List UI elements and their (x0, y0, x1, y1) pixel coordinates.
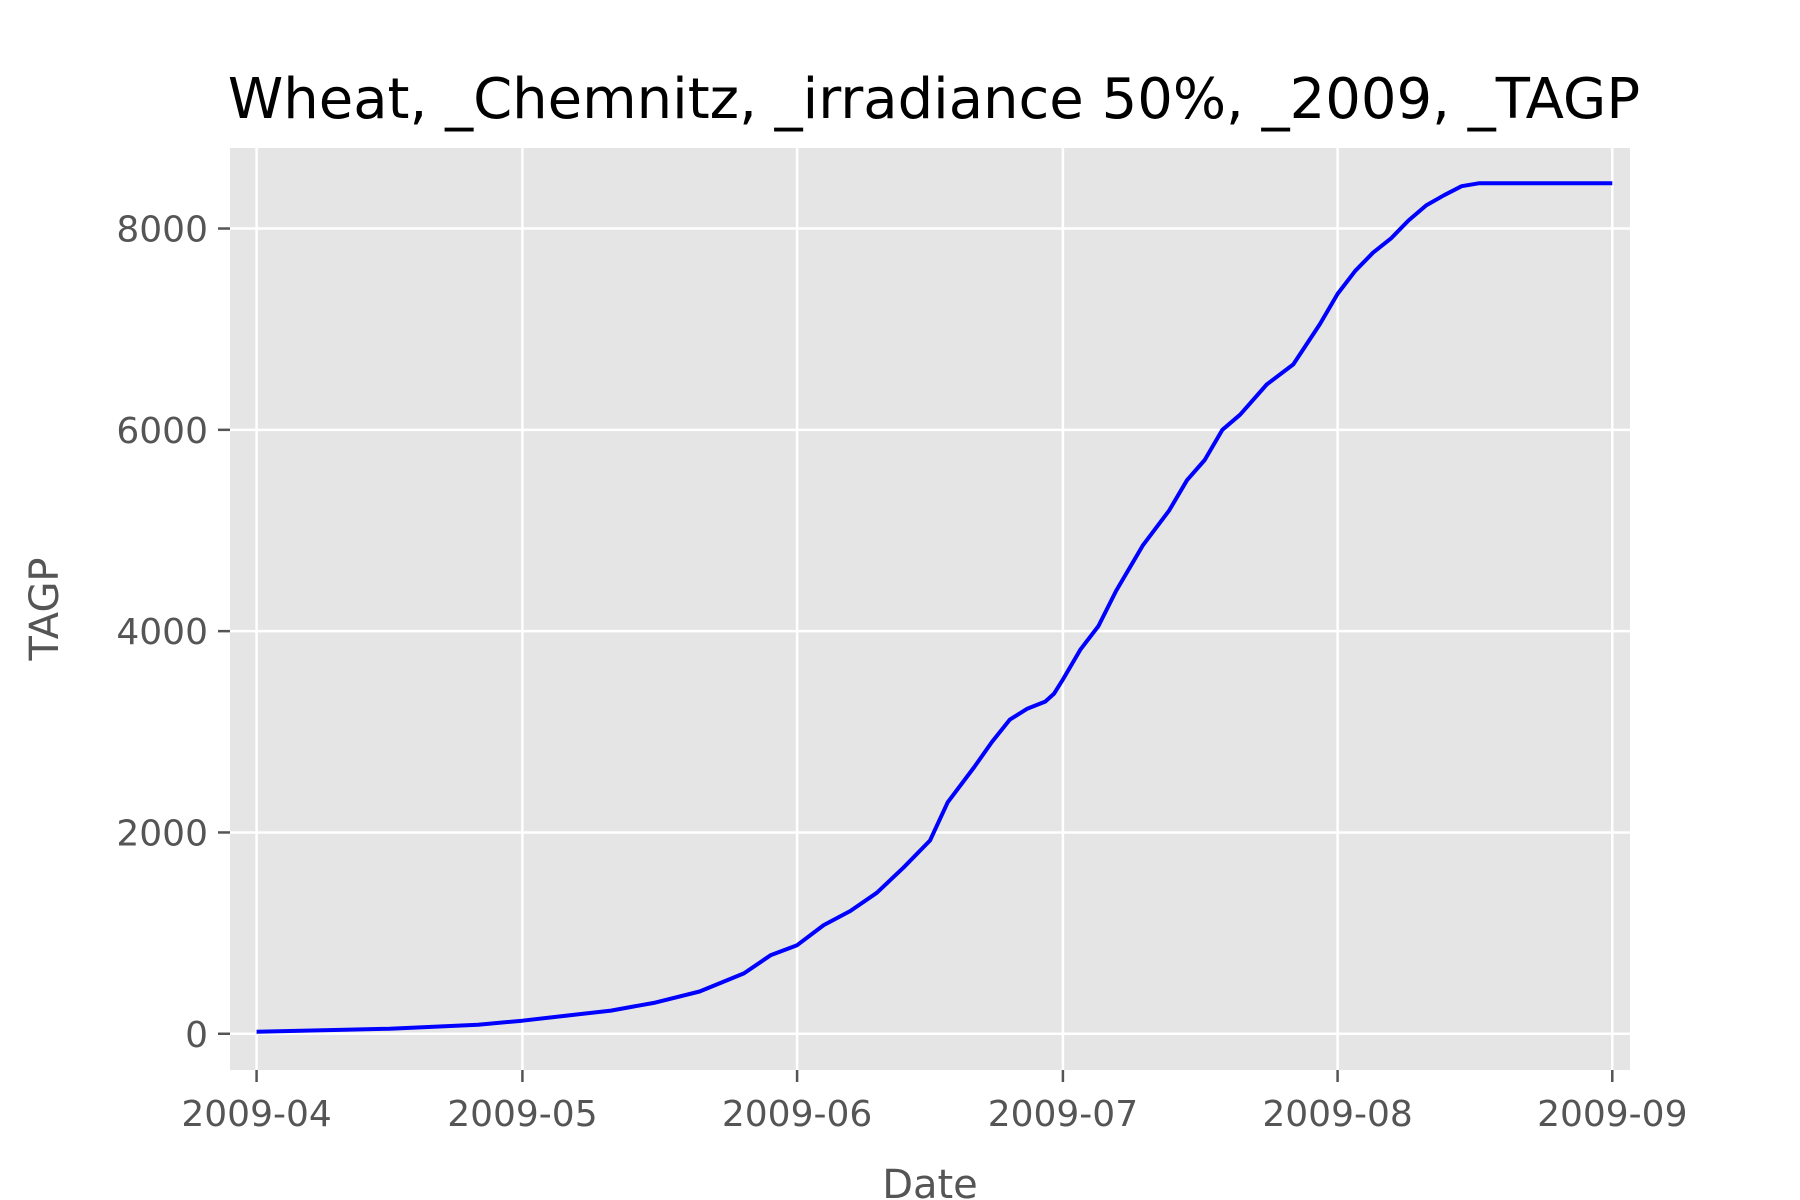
y-tick-label: 4000 (116, 612, 208, 653)
grid (230, 148, 1630, 1070)
x-tick-label: 2009-05 (447, 1094, 597, 1135)
y-axis: 0 2000 4000 6000 8000 (116, 210, 230, 1056)
y-tick-label: 0 (185, 1015, 208, 1056)
x-tick-label: 2009-06 (722, 1094, 872, 1135)
x-tick-label: 2009-04 (181, 1094, 331, 1135)
x-tick-label: 2009-09 (1537, 1094, 1687, 1135)
x-tick-label: 2009-08 (1262, 1094, 1412, 1135)
x-tick-label: 2009-07 (988, 1094, 1138, 1135)
y-tick-label: 6000 (116, 411, 208, 452)
plot-area (230, 148, 1630, 1070)
x-axis-label: Date (882, 1162, 978, 1200)
x-axis: 2009-04 2009-05 2009-06 2009-07 2009-08 2009-… (181, 1070, 1687, 1135)
y-tick-label: 2000 (116, 813, 208, 854)
chart-title: Wheat, _Chemnitz, _irradiance 50%, _2009… (228, 67, 1640, 132)
tagp-series-line (256, 181, 1613, 1034)
y-tick-label: 8000 (116, 210, 208, 251)
y-axis-label: TAGP (22, 557, 68, 661)
